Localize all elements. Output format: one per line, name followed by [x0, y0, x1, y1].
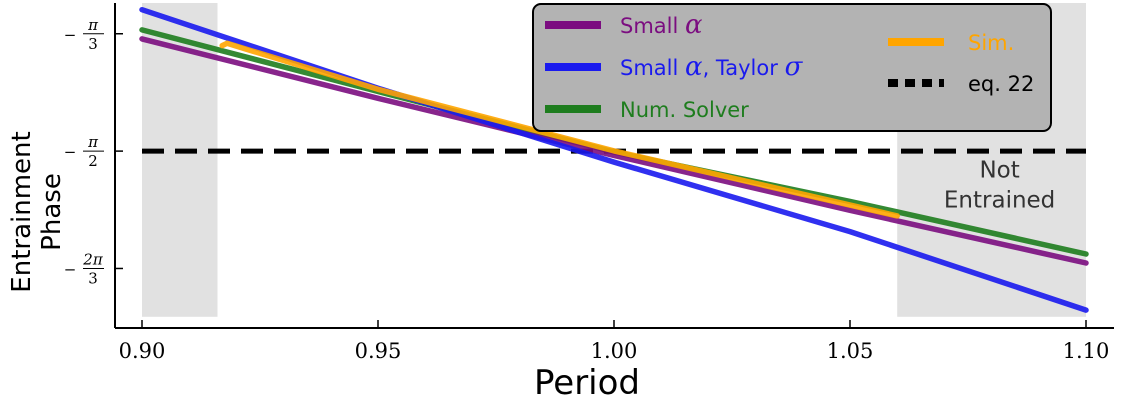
- y-axis-title-line-1: Entrainment: [7, 131, 37, 292]
- legend-label-3: Sim.: [968, 31, 1014, 55]
- annotation-line-1: Entrained: [944, 188, 1055, 214]
- y-tick-numerator: π: [87, 16, 99, 34]
- series-line-3: [219, 40, 900, 219]
- y-axis-title-line-2: Phase: [37, 173, 67, 251]
- x-tick-label-3: 1.05: [827, 339, 874, 363]
- y-tick-denominator: 2: [88, 152, 98, 170]
- y-tick-sign: −: [64, 260, 77, 278]
- series-line-0: [139, 36, 1089, 266]
- legend-label-0: Small α: [620, 10, 703, 40]
- y-tick-label-2: −2π3: [64, 250, 104, 287]
- y-tick-sign: −: [64, 143, 77, 161]
- y-ticks: −π3−π2−2π3: [64, 16, 123, 287]
- x-ticks: 0.90 0.95 1.00 1.05 1.10: [119, 320, 1110, 363]
- y-tick-numerator: π: [87, 133, 99, 151]
- x-tick-label-4: 1.10: [1063, 339, 1110, 363]
- annotation-line-0: Not: [979, 158, 1019, 184]
- y-tick-denominator: 3: [88, 269, 98, 287]
- legend-label-4: eq. 22: [968, 72, 1034, 96]
- legend-box: [532, 3, 1052, 132]
- y-axis-title: Entrainment Phase: [7, 131, 67, 292]
- x-axis-title: Period: [534, 363, 640, 403]
- y-tick-label-1: −π2: [64, 133, 104, 170]
- x-tick-label-2: 1.00: [591, 339, 638, 363]
- series-line-1: [139, 6, 1089, 313]
- y-tick-denominator: 3: [88, 35, 98, 53]
- legend: Small α Small α, Taylor σ Num. Solver Sim. e…: [532, 3, 1052, 132]
- not-entrained-annotation: Not Entrained: [944, 158, 1055, 214]
- y-tick-sign: −: [64, 26, 77, 44]
- legend-label-1: Small α, Taylor σ: [620, 52, 804, 82]
- y-tick-label-0: −π3: [64, 16, 104, 53]
- y-tick-numerator: 2π: [82, 250, 104, 268]
- series-lines: [139, 6, 1089, 313]
- legend-label-2: Num. Solver: [620, 98, 749, 122]
- x-tick-label-0: 0.90: [119, 339, 166, 363]
- x-tick-label-1: 0.95: [355, 339, 402, 363]
